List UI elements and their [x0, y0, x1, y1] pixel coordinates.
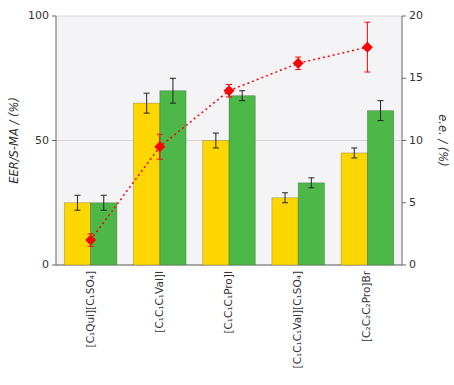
x-tick-label: [C₁C₁C₁Val]I: [153, 271, 165, 333]
line: [91, 47, 368, 240]
error-bar: [170, 78, 176, 103]
bar: [134, 103, 160, 265]
bar: [341, 153, 367, 265]
x-tick-label: [C₁C₁C₁Val][C₁SO₄]: [291, 271, 303, 368]
y2-tick-label: 15: [409, 71, 423, 84]
y-tick: [52, 140, 56, 141]
marker: [224, 85, 235, 96]
error-bar: [378, 101, 384, 121]
marks: [64, 22, 393, 265]
bar-series: [64, 93, 367, 265]
y2-axis-title: e.e. / (%): [436, 114, 450, 167]
line-series: [85, 22, 373, 246]
bar-series: [91, 78, 394, 265]
marker: [293, 58, 304, 69]
y-tick-label: 50: [35, 134, 49, 147]
y-tick-label: 100: [28, 9, 49, 22]
y-tick: [52, 265, 56, 266]
bar: [64, 203, 90, 265]
bar: [160, 91, 186, 265]
error-bar: [282, 193, 288, 203]
error-bar: [74, 195, 80, 210]
error-bar: [308, 178, 314, 188]
y2-tick: [402, 16, 406, 17]
plot-background: [56, 16, 402, 265]
bar: [203, 141, 229, 266]
marker: [154, 141, 165, 152]
bar: [272, 198, 298, 265]
grid-line: [56, 16, 402, 17]
marker: [362, 42, 373, 53]
y-axis-line: [56, 16, 57, 265]
y2-axis-line: [402, 16, 403, 265]
y-tick: [52, 16, 56, 17]
y2-tick-label: 10: [409, 134, 423, 147]
bar: [91, 203, 117, 265]
y2-tick: [402, 78, 406, 79]
marker: [85, 235, 96, 246]
error-bar: [144, 93, 150, 113]
bar: [298, 183, 324, 265]
chart: 0 50 100 0 5 10 15 20 [C₁Qui][C₁SO₄] [C₁C₁C₁Val]I…: [0, 0, 454, 385]
x-tick-label: [C₁C₁C₁Pro]I: [222, 271, 234, 334]
y2-tick: [402, 265, 406, 266]
error-bar: [213, 133, 219, 148]
error-bar: [351, 148, 357, 158]
grid: [56, 16, 402, 265]
y-tick-label: 0: [42, 258, 49, 271]
axes: 0 50 100 0 5 10 15 20 [C₁Qui][C₁SO₄] [C₁C₁C₁Val]I…: [7, 9, 450, 368]
bar: [229, 96, 255, 265]
x-tick-label: [C₂C₂C₂Pro]Br: [360, 270, 372, 342]
bar: [367, 111, 393, 265]
y2-tick-label: 5: [409, 196, 416, 209]
error-bar: [101, 195, 107, 210]
y2-tick: [402, 202, 406, 203]
y2-tick-label: 20: [409, 9, 423, 22]
x-tick-label: [C₁Qui][C₁SO₄]: [84, 271, 96, 347]
y2-tick-label: 0: [409, 258, 416, 271]
y-axis-title: EER/S-MA / (%): [7, 97, 21, 184]
error-bar: [239, 91, 245, 101]
y2-tick: [402, 140, 406, 141]
